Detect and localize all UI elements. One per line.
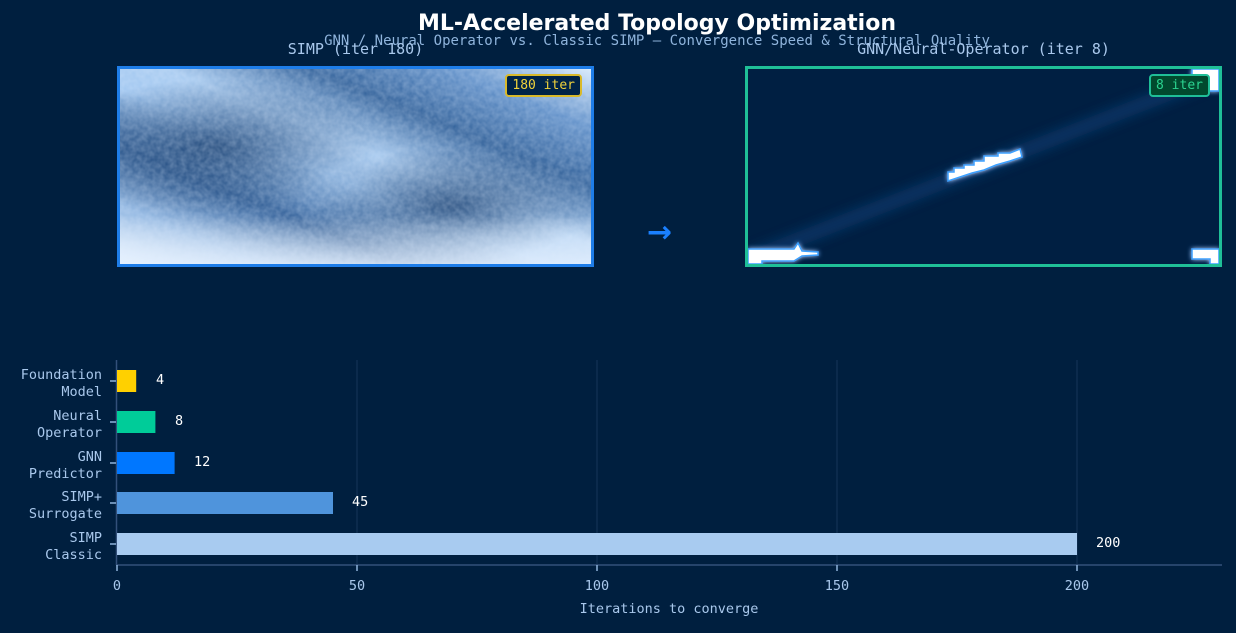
- gnn-density-image: [748, 69, 1219, 264]
- iteration-badge: 180 iter: [505, 74, 582, 97]
- category-label-simp-surrogate: SIMP+ Surrogate: [28, 489, 102, 522]
- y-ticks: [110, 380, 116, 545]
- x-tick-label: 50: [348, 578, 366, 594]
- left-panel-title: SIMP (iter 180): [287, 40, 424, 58]
- bars: [117, 370, 1077, 555]
- x-tick-label: 150: [824, 578, 850, 594]
- simp-density-map: 180 iter: [117, 66, 594, 267]
- category-label-gnn-predictor: GNN Predictor: [28, 449, 102, 482]
- x-tick-label: 100: [584, 578, 610, 594]
- iteration-badge: 8 iter: [1149, 74, 1210, 97]
- bar-simp-surrogate: [117, 492, 333, 514]
- bar-neural-operator: [117, 411, 156, 433]
- x-tick-label: 0: [112, 578, 122, 594]
- bar-simp-classic: [117, 533, 1077, 555]
- right-panel-title: GNN/Neural-Operator (iter 8): [857, 40, 1110, 58]
- bar-foundation-model: [117, 370, 137, 392]
- category-label-foundation-model: Foundation Model: [20, 367, 102, 400]
- category-label-neural-operator: Neural Operator: [36, 408, 102, 441]
- arrow-right-icon: →: [647, 215, 673, 250]
- simp-density-image: [120, 69, 591, 264]
- value-label: 200: [1096, 535, 1121, 551]
- x-ticks: [116, 565, 1078, 571]
- figure-subtitle: GNN / Neural Operator vs. Classic SIMP —…: [324, 33, 990, 49]
- gridlines: [356, 360, 1078, 565]
- x-tick-label: 200: [1064, 578, 1090, 594]
- value-label: 45: [352, 494, 369, 510]
- value-label: 4: [156, 372, 165, 388]
- category-label-simp-classic: SIMP Classic: [45, 530, 102, 563]
- gnn-density-map: 8 iter: [745, 66, 1222, 267]
- value-label: 8: [175, 413, 184, 429]
- x-axis-label: Iterations to converge: [579, 601, 759, 617]
- bar-gnn-predictor: [117, 452, 175, 474]
- value-label: 12: [194, 454, 211, 470]
- figure-title: ML-Accelerated Topology Optimization: [418, 11, 896, 36]
